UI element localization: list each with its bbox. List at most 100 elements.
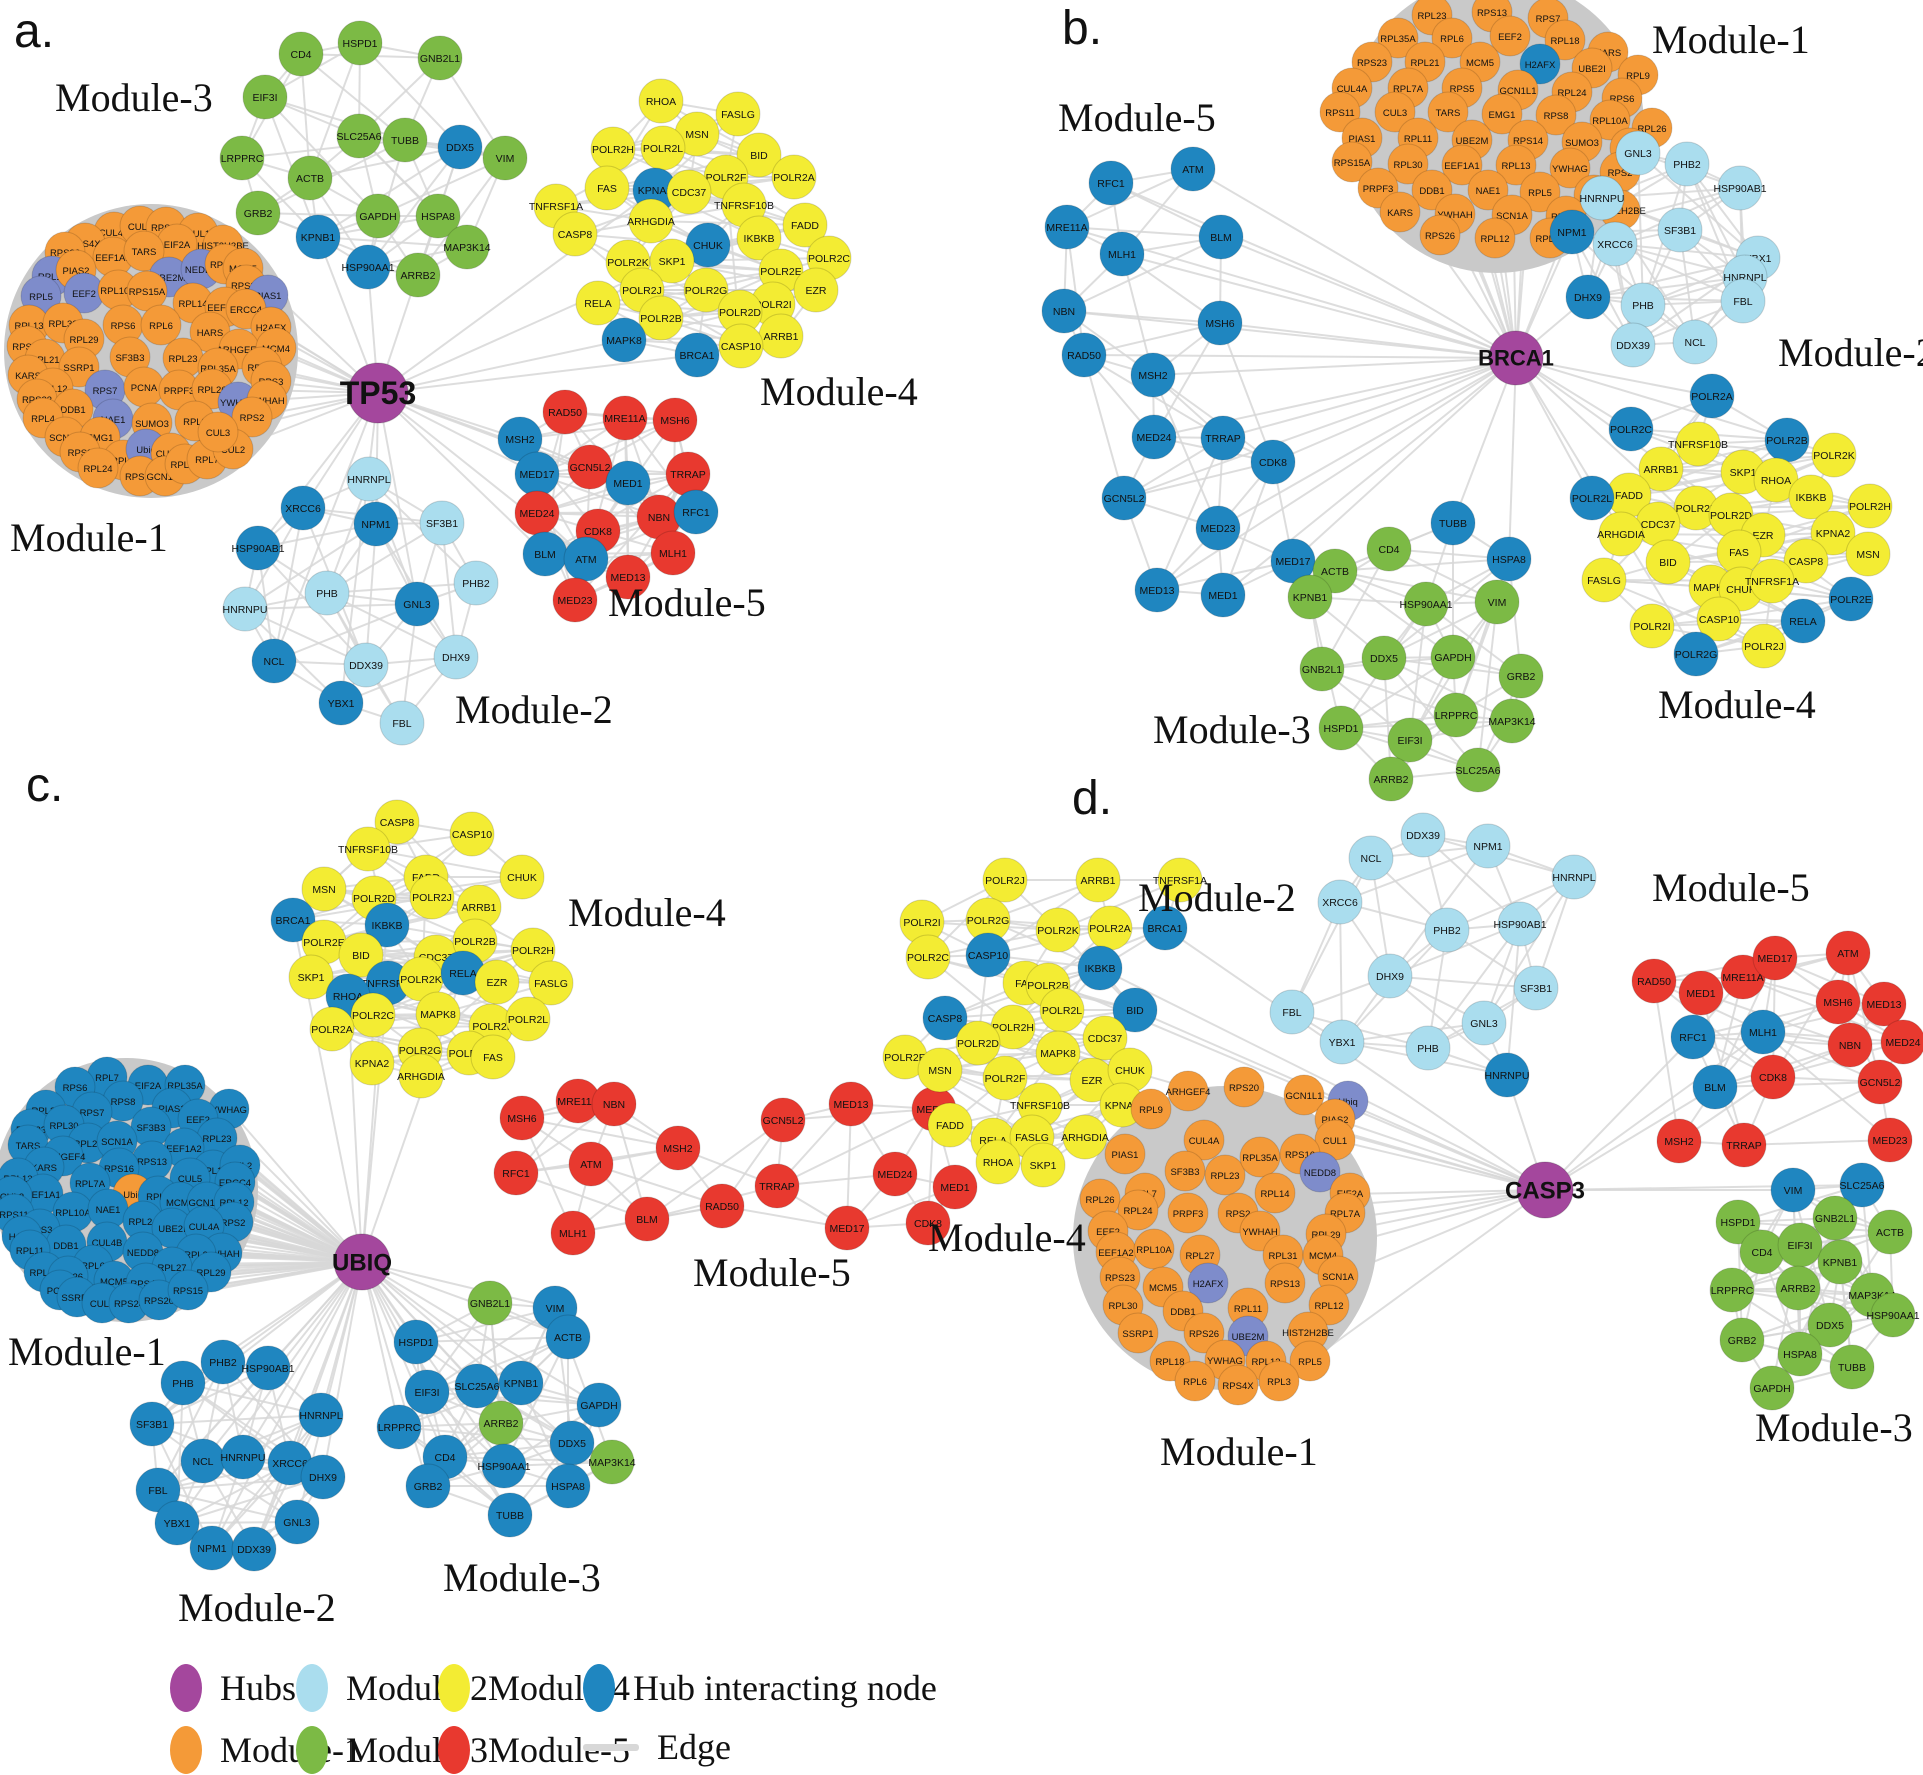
node-d-ATM[interactable]: ATM: [1825, 930, 1871, 976]
node-d-RPS26[interactable]: RPS26: [1183, 1312, 1225, 1354]
node-b-RPS8[interactable]: RPS8: [1535, 94, 1577, 136]
node-a-KPNB1[interactable]: KPNB1: [295, 214, 341, 260]
node-b-IKBKB[interactable]: IKBKB: [1788, 474, 1834, 520]
node-d-VIM[interactable]: VIM: [1770, 1167, 1816, 1213]
node-d-IKBKB[interactable]: IKBKB: [1077, 945, 1123, 991]
node-b-RPL30[interactable]: RPL30: [1387, 143, 1429, 185]
node-a-MED1[interactable]: MED1: [605, 460, 651, 506]
node-d-RPL14[interactable]: RPL14: [1254, 1172, 1296, 1214]
node-b-GNB2L1[interactable]: GNB2L1: [1299, 646, 1345, 692]
node-a-CASP8[interactable]: CASP8: [552, 211, 598, 257]
node-b-RPL6[interactable]: RPL6: [1431, 17, 1473, 59]
node-d-XRCC6[interactable]: XRCC6: [1317, 879, 1363, 925]
node-c-ARHGDIA[interactable]: ARHGDIA: [397, 1053, 445, 1099]
node-a-POLR2D[interactable]: POLR2D: [717, 289, 763, 335]
node-b-VIM[interactable]: VIM: [1474, 579, 1520, 625]
node-c-RPS15[interactable]: RPS15: [167, 1269, 209, 1311]
node-d-RPL12[interactable]: RPL12: [1308, 1284, 1350, 1326]
node-b-RFC1[interactable]: RFC1: [1088, 160, 1134, 206]
node-b-MED17[interactable]: MED17: [1270, 538, 1316, 584]
node-b-YWHAG[interactable]: YWHAG: [1549, 147, 1591, 189]
node-a-FADD[interactable]: FADD: [782, 202, 828, 248]
node-c-POLR2C[interactable]: POLR2C: [350, 992, 396, 1038]
node-a-GNB2L1[interactable]: GNB2L1: [417, 35, 463, 81]
node-b-POLR2J[interactable]: POLR2J: [1741, 623, 1787, 669]
hub-node-UBIQ[interactable]: UBIQ: [332, 1233, 392, 1291]
node-b-POLR2H[interactable]: POLR2H: [1847, 483, 1893, 529]
node-c-DHX9[interactable]: DHX9: [300, 1454, 346, 1500]
node-d-RPS13[interactable]: RPS13: [1264, 1262, 1306, 1304]
node-d-GNB2L1[interactable]: GNB2L1: [1812, 1195, 1858, 1241]
node-d-MAPK8[interactable]: MAPK8: [1035, 1030, 1081, 1076]
node-b-NCL[interactable]: NCL: [1672, 319, 1718, 365]
node-c-ARRB2[interactable]: ARRB2: [478, 1400, 524, 1446]
node-d-SSRP1[interactable]: SSRP1: [1117, 1312, 1159, 1354]
node-d-RAD50[interactable]: RAD50: [1631, 958, 1677, 1004]
node-b-POLR2E[interactable]: POLR2E: [1828, 576, 1874, 622]
node-d-PIAS1[interactable]: PIAS1: [1104, 1133, 1146, 1175]
node-b-BLM[interactable]: BLM: [1198, 214, 1244, 260]
node-a-BLM[interactable]: BLM: [522, 531, 568, 577]
node-d-RPL6[interactable]: RPL6: [1174, 1360, 1216, 1402]
node-d-RPL5[interactable]: RPL5: [1289, 1340, 1331, 1382]
node-c-TNFRSF10B[interactable]: TNFRSF10B: [338, 826, 398, 872]
node-c-SLC25A6[interactable]: SLC25A6: [454, 1363, 500, 1409]
node-c-RFC1[interactable]: RFC1: [493, 1150, 539, 1196]
node-b-CDC37[interactable]: CDC37: [1635, 501, 1681, 547]
node-d-BRCA1[interactable]: BRCA1: [1142, 905, 1188, 951]
node-d-PRPF3[interactable]: PRPF3: [1167, 1192, 1209, 1234]
node-d-SF3B1[interactable]: SF3B1: [1513, 965, 1559, 1011]
node-d-CDC37[interactable]: CDC37: [1082, 1015, 1128, 1061]
node-b-KPNB1[interactable]: KPNB1: [1287, 574, 1333, 620]
node-c-MLH1[interactable]: MLH1: [550, 1210, 596, 1256]
node-d-MSH6[interactable]: MSH6: [1815, 979, 1861, 1025]
node-c-HNRNPL[interactable]: HNRNPL: [298, 1392, 344, 1438]
node-a-DDX39[interactable]: DDX39: [343, 642, 389, 688]
node-d-MSH2[interactable]: MSH2: [1656, 1118, 1702, 1164]
node-b-HNRNPU[interactable]: HNRNPU: [1579, 175, 1625, 221]
node-d-MED17[interactable]: MED17: [1752, 935, 1798, 981]
node-b-SF3B1[interactable]: SF3B1: [1657, 207, 1703, 253]
node-c-GNB2L1[interactable]: GNB2L1: [467, 1280, 513, 1326]
node-d-RPL10A[interactable]: RPL10A: [1133, 1228, 1175, 1270]
node-c-POLR2J[interactable]: POLR2J: [409, 874, 455, 920]
node-d-NBN[interactable]: NBN: [1827, 1022, 1873, 1068]
node-b-SLC25A6[interactable]: SLC25A6: [1455, 747, 1501, 793]
node-a-RAD50[interactable]: RAD50: [542, 389, 588, 435]
node-b-POLR2A[interactable]: POLR2A: [1689, 373, 1735, 419]
node-d-PHB2[interactable]: PHB2: [1424, 907, 1470, 953]
node-b-POLR2L[interactable]: POLR2L: [1569, 475, 1615, 521]
node-a-CD4[interactable]: CD4: [278, 31, 324, 77]
node-b-MSN[interactable]: MSN: [1845, 531, 1891, 577]
node-c-XRCC6[interactable]: XRCC6: [267, 1440, 313, 1486]
node-d-EZR[interactable]: EZR: [1069, 1057, 1115, 1103]
node-d-FADD[interactable]: FADD: [927, 1102, 973, 1148]
node-d-NEDD8[interactable]: NEDD8: [1299, 1151, 1341, 1193]
node-c-GCN5L2[interactable]: GCN5L2: [760, 1097, 806, 1143]
node-d-POLR2A[interactable]: POLR2A: [1087, 905, 1133, 951]
node-b-PHB2[interactable]: PHB2: [1664, 141, 1710, 187]
node-a-ARHGDIA[interactable]: ARHGDIA: [627, 198, 675, 244]
node-c-TUBB[interactable]: TUBB: [487, 1492, 533, 1538]
node-a-MED23[interactable]: MED23: [552, 577, 598, 623]
node-d-HSP90AA1[interactable]: HSP90AA1: [1866, 1292, 1920, 1338]
node-c-DDX39[interactable]: DDX39: [231, 1526, 277, 1572]
node-d-POLR2L[interactable]: POLR2L: [1039, 987, 1085, 1033]
node-d-RPL3[interactable]: RPL3: [1258, 1360, 1300, 1402]
node-c-MED24[interactable]: MED24: [872, 1151, 918, 1197]
node-c-POLR2E[interactable]: POLR2E: [301, 919, 347, 965]
node-b-XRCC6[interactable]: XRCC6: [1592, 221, 1638, 267]
node-c-MED13[interactable]: MED13: [828, 1081, 874, 1127]
node-b-POLR2G[interactable]: POLR2G: [1673, 631, 1719, 677]
node-d-BLM[interactable]: BLM: [1692, 1064, 1738, 1110]
node-a-MSH6[interactable]: MSH6: [652, 397, 698, 443]
node-d-RPL23[interactable]: RPL23: [1204, 1154, 1246, 1196]
node-c-ACTB[interactable]: ACTB: [545, 1314, 591, 1360]
node-c-MAP3K14[interactable]: MAP3K14: [588, 1439, 636, 1485]
node-d-ARHGDIA[interactable]: ARHGDIA: [1061, 1114, 1109, 1160]
node-a-YBX1[interactable]: YBX1: [318, 680, 364, 726]
node-c-PHB[interactable]: PHB: [160, 1360, 206, 1406]
node-b-CDK8[interactable]: CDK8: [1250, 439, 1296, 485]
node-d-SF3B3[interactable]: SF3B3: [1164, 1150, 1206, 1192]
node-d-POLR2J[interactable]: POLR2J: [982, 857, 1028, 903]
